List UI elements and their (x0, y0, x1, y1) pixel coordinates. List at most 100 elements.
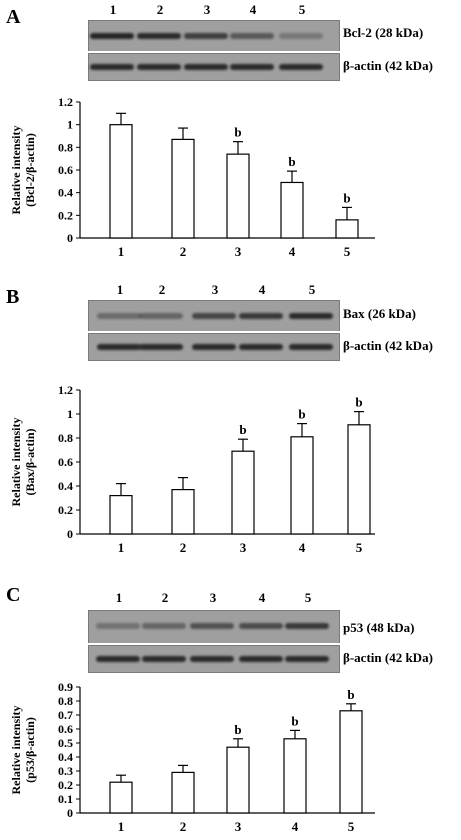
y-tick-label: 0.8 (58, 431, 73, 445)
y-tick-label: 0.6 (58, 722, 73, 736)
actin-band (137, 64, 181, 70)
y-axis-label: Relative intensity (9, 418, 23, 507)
bar-chart-c: 00.10.20.30.40.50.60.70.80.9 Relative int… (9, 680, 375, 834)
panel-c: C 1 2 3 4 5 p53 (48 kDa) β-actin (42 kDa… (0, 560, 461, 840)
y-axis-label: (p53/β-actin) (23, 717, 37, 783)
blot-label-target: Bcl-2 (28 kDa) (343, 25, 424, 40)
lane-numbers: 1 2 3 4 5 (90, 2, 330, 18)
lane-number: 3 (209, 590, 217, 605)
y-tick-label: 0 (67, 231, 73, 245)
blot-band (289, 313, 333, 319)
x-tick-label: 4 (289, 244, 296, 259)
blot-band (192, 313, 236, 319)
significance-label: b (291, 713, 298, 728)
y-tick-label: 0.2 (58, 208, 73, 222)
blot-band (239, 623, 283, 629)
y-tick-label: 0.6 (58, 455, 73, 469)
blot-band (279, 33, 323, 39)
x-tick-label: 3 (235, 244, 242, 259)
blot-label-actin: β-actin (42 kDa) (343, 650, 433, 665)
bar (226, 746, 250, 814)
actin-band (192, 344, 236, 350)
x-tick-label: 1 (118, 540, 125, 555)
y-tick-label: 0.7 (58, 708, 73, 722)
x-tick-label: 5 (344, 244, 351, 259)
bar (171, 771, 195, 814)
bar (335, 219, 359, 239)
blot-separator (88, 331, 340, 333)
y-tick-label: 1.2 (58, 95, 73, 109)
actin-band (285, 656, 329, 662)
y-tick-label: 0.2 (58, 503, 73, 517)
bar-chart-a: 0 0.2 0.4 0.6 0.8 1 1.2 Relative intensity (Bcl-… (9, 95, 375, 259)
y-tick-label: 0.9 (58, 680, 73, 694)
y-tick-label: 0.3 (58, 764, 73, 778)
bar (226, 153, 250, 239)
bar (109, 781, 133, 814)
significance-label: b (347, 687, 354, 702)
significance-label: b (288, 154, 295, 169)
x-tick-label: 2 (180, 819, 187, 834)
lane-number: 2 (156, 2, 164, 17)
y-axis-label: (Bcl-2/β-actin) (23, 133, 37, 207)
actin-band (184, 64, 228, 70)
blot-band (230, 33, 274, 39)
panel-a: A 1 2 3 4 5 Bcl-2 (28 kDa) β-actin (42 k… (0, 0, 461, 280)
significance-label: b (298, 407, 305, 422)
blot-separator (88, 643, 340, 645)
y-axis-label: Relative intensity (9, 706, 23, 795)
western-blot-target (88, 610, 340, 644)
blot-label-target: Bax (26 kDa) (343, 306, 416, 321)
actin-band (90, 64, 134, 70)
western-blot-target (88, 300, 340, 332)
y-tick-label: 1 (67, 118, 73, 132)
y-tick-label: 0.4 (58, 750, 73, 764)
x-tick-label: 4 (292, 819, 299, 834)
bar-chart-b: 0 0.2 0.4 0.6 0.8 1 1.2 Relative intensity (Bax/… (9, 383, 375, 555)
y-tick-label: 0.6 (58, 163, 73, 177)
actin-band (142, 656, 186, 662)
actin-band (230, 64, 274, 70)
lane-number: 4 (258, 282, 266, 297)
actin-band (139, 344, 183, 350)
x-tick-label: 3 (240, 540, 247, 555)
significance-label: b (234, 722, 241, 737)
blot-band (184, 33, 228, 39)
western-blot-actin (88, 333, 340, 361)
x-tick-label: 2 (180, 540, 187, 555)
y-axis-label: (Bax/β-actin) (23, 429, 37, 496)
x-tick-label: 4 (299, 540, 306, 555)
significance-label: b (234, 125, 241, 140)
lane-number: 1 (116, 282, 124, 297)
bar (339, 710, 363, 814)
y-tick-label: 1.2 (58, 383, 73, 397)
blot-band (137, 33, 181, 39)
lane-number: 5 (308, 282, 316, 297)
panel-letter: B (6, 286, 20, 308)
lane-number: 1 (115, 590, 123, 605)
lane-number: 1 (109, 2, 117, 17)
bar (231, 450, 255, 535)
bar (290, 436, 314, 535)
western-blot-actin (88, 53, 340, 81)
panel-letter: C (6, 584, 21, 606)
y-tick-label: 0.8 (58, 694, 73, 708)
y-tick-label: 0 (67, 806, 73, 820)
blot-label-target: p53 (48 kDa) (343, 620, 415, 635)
actin-band (96, 656, 140, 662)
y-axis-label: Relative intensity (9, 126, 23, 215)
blot-band (190, 623, 234, 629)
x-tick-label: 2 (180, 244, 187, 259)
bar (109, 494, 133, 535)
bar (347, 424, 371, 535)
blot-label-actin: β-actin (42 kDa) (343, 338, 433, 353)
significance-label: b (355, 395, 362, 410)
lane-number: 5 (304, 590, 312, 605)
bar (283, 738, 307, 814)
blot-band (285, 623, 329, 629)
lane-number: 3 (211, 282, 219, 297)
blot-label-actin: β-actin (42 kDa) (343, 58, 433, 73)
y-tick-label: 0.5 (58, 736, 73, 750)
x-tick-label: 5 (356, 540, 363, 555)
bar (171, 138, 195, 239)
